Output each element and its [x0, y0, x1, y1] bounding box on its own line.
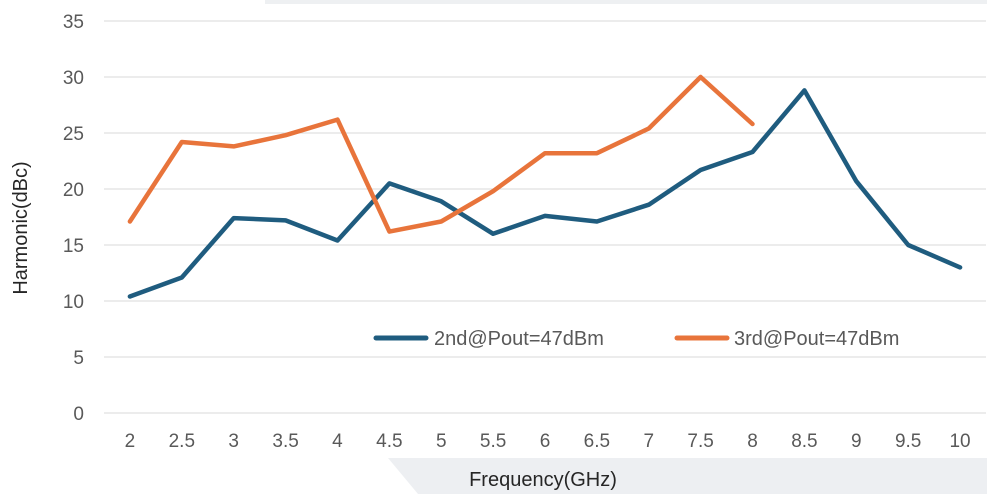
series-line-1: [127, 88, 963, 299]
y-tick-label: 30: [63, 68, 84, 89]
x-tick-label: 8: [747, 431, 758, 452]
top-faint-panel: [265, 0, 987, 4]
x-tick-label: 5.5: [480, 431, 506, 452]
series-line-2: [127, 74, 755, 234]
y-tick-label: 20: [63, 180, 84, 201]
x-tick-label: 5: [436, 431, 447, 452]
legend-item-2nd: 2nd@Pout=47dBm: [373, 328, 604, 350]
x-tick-label: 7: [643, 431, 654, 452]
x-tick-label: 4.5: [376, 431, 402, 452]
legend-item-3rd: 3rd@Pout=47dBm: [674, 328, 899, 350]
x-tick-label: 2: [125, 431, 136, 452]
y-tick-label: 25: [63, 124, 84, 145]
x-tick-label: 2.5: [169, 431, 195, 452]
y-tick-label: 10: [63, 292, 84, 313]
gridlines: [104, 20, 986, 414]
y-tick-label: 15: [63, 236, 84, 257]
x-axis-ticks: 2 2.5 3 3.5 4 4.5 5 5.5 6 6.5 7 7.5 8 8.5 9 9.5 10: [125, 431, 971, 452]
x-tick-label: 9: [851, 431, 862, 452]
x-tick-label: 3: [228, 431, 239, 452]
x-axis-title: Frequency(GHz): [469, 469, 617, 491]
x-tick-label: 3.5: [272, 431, 298, 452]
y-tick-label: 35: [63, 12, 84, 33]
x-tick-label: 7.5: [687, 431, 713, 452]
x-tick-label: 9.5: [895, 431, 921, 452]
series-lines: [127, 74, 963, 299]
legend: 2nd@Pout=47dBm 3rd@Pout=47dBm: [373, 328, 899, 350]
legend-label-2nd: 2nd@Pout=47dBm: [434, 328, 604, 350]
x-tick-label: 6: [540, 431, 551, 452]
y-axis-title: Harmonic(dBc): [10, 161, 32, 294]
x-tick-label: 10: [949, 431, 970, 452]
legend-label-3rd: 3rd@Pout=47dBm: [734, 328, 899, 350]
x-tick-label: 8.5: [791, 431, 817, 452]
y-axis-ticks: 0 5 10 15 20 25 30 35: [63, 12, 84, 425]
y-tick-label: 0: [73, 404, 84, 425]
x-tick-label: 4: [332, 431, 343, 452]
bottom-faint-band: [388, 458, 987, 494]
y-tick-label: 5: [73, 348, 84, 369]
x-tick-label: 6.5: [584, 431, 610, 452]
